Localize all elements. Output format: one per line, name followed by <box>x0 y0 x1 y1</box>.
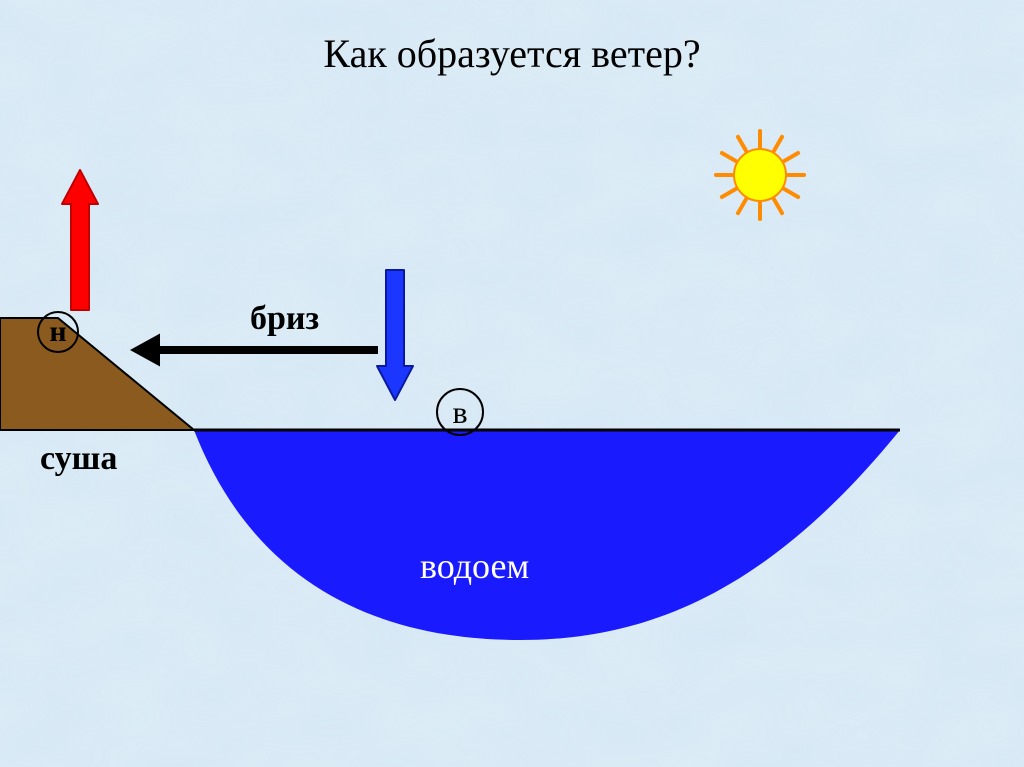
hot-air-up-arrow <box>62 170 98 310</box>
breeze-label: бриз <box>250 300 319 338</box>
water-basin <box>194 430 900 640</box>
diagram-svg <box>0 0 1024 767</box>
cold-air-down-arrow <box>377 270 413 400</box>
low-pressure-marker: н <box>37 311 79 353</box>
land-shape <box>0 318 194 430</box>
high-pressure-letter: в <box>452 396 467 428</box>
sun-icon <box>716 131 804 219</box>
water-label: водоем <box>420 545 529 587</box>
breeze-arrow <box>130 334 378 367</box>
high-pressure-marker: в <box>436 388 484 436</box>
low-pressure-letter: н <box>49 317 66 347</box>
land-label: суша <box>40 440 117 478</box>
